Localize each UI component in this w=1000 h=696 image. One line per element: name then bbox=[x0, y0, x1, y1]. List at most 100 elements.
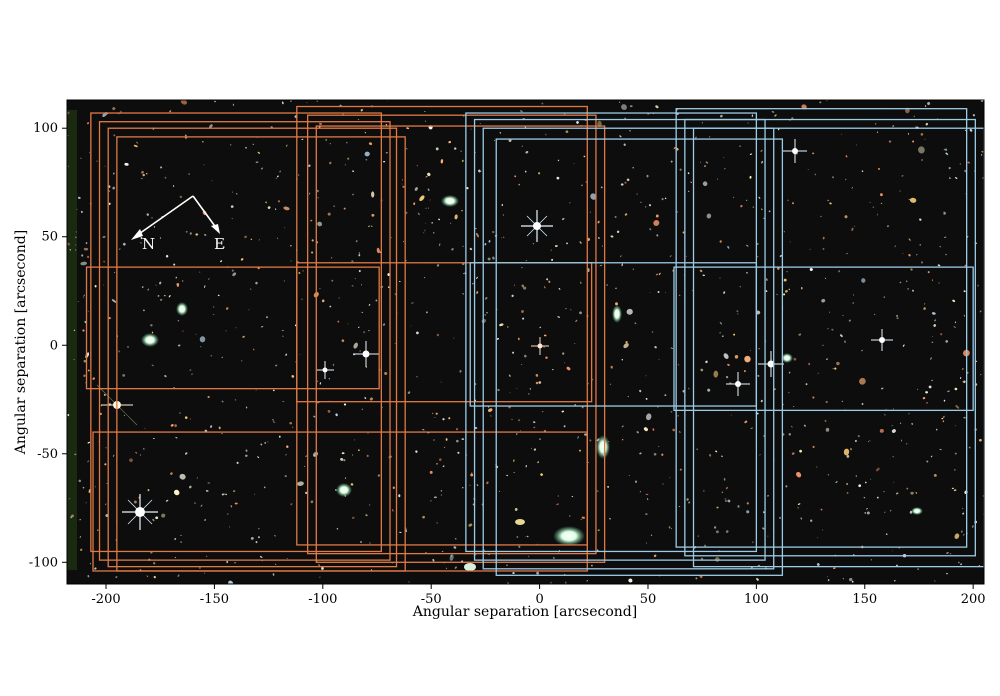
background-source bbox=[744, 355, 751, 363]
background-source bbox=[645, 398, 648, 400]
background-source bbox=[516, 388, 518, 389]
background-source bbox=[153, 562, 156, 565]
background-source bbox=[951, 487, 954, 489]
background-source bbox=[724, 500, 727, 502]
background-source bbox=[67, 414, 70, 417]
background-source bbox=[825, 427, 830, 432]
background-source bbox=[347, 157, 350, 160]
blue-footprint-rect bbox=[469, 262, 758, 407]
background-source bbox=[433, 496, 437, 499]
background-source bbox=[332, 363, 335, 367]
background-source bbox=[151, 217, 153, 219]
background-source bbox=[272, 421, 276, 423]
background-source bbox=[232, 191, 233, 193]
background-source bbox=[884, 511, 886, 513]
background-source bbox=[962, 512, 965, 515]
background-source bbox=[670, 411, 673, 413]
background-source bbox=[366, 454, 369, 457]
background-source bbox=[521, 145, 523, 147]
background-source bbox=[788, 392, 790, 394]
background-source bbox=[502, 236, 505, 238]
background-source bbox=[440, 159, 444, 164]
background-source bbox=[85, 242, 88, 245]
background-source bbox=[626, 308, 633, 315]
background-source bbox=[829, 202, 832, 205]
orange-footprint-rect bbox=[315, 125, 606, 563]
y-tick-label: 0 bbox=[50, 338, 58, 353]
background-source bbox=[930, 357, 932, 360]
background-source bbox=[250, 288, 252, 290]
background-source bbox=[111, 299, 117, 303]
background-source bbox=[196, 477, 198, 479]
background-source bbox=[422, 515, 425, 519]
background-source bbox=[212, 313, 215, 316]
background-source bbox=[672, 428, 676, 432]
background-source bbox=[737, 505, 740, 508]
background-source bbox=[805, 383, 808, 386]
background-source bbox=[274, 535, 276, 537]
background-source bbox=[824, 419, 827, 422]
background-source bbox=[439, 243, 441, 247]
background-source bbox=[783, 278, 787, 282]
background-source bbox=[189, 232, 192, 235]
background-source bbox=[949, 177, 951, 179]
background-source bbox=[849, 448, 853, 451]
background-source bbox=[896, 317, 899, 319]
background-source bbox=[284, 227, 286, 229]
background-source bbox=[705, 360, 708, 364]
background-source bbox=[792, 406, 795, 407]
background-source bbox=[429, 199, 431, 201]
background-source bbox=[487, 257, 491, 261]
background-source bbox=[658, 445, 660, 448]
background-source bbox=[626, 178, 630, 182]
blue-footprint-rect bbox=[482, 127, 775, 570]
background-source bbox=[892, 125, 895, 128]
background-source bbox=[895, 492, 899, 495]
bright-star bbox=[521, 210, 553, 242]
background-source bbox=[516, 536, 519, 538]
background-source bbox=[490, 415, 492, 417]
background-source bbox=[376, 247, 380, 254]
background-source bbox=[853, 294, 855, 296]
background-source bbox=[453, 147, 457, 150]
background-source bbox=[875, 467, 880, 472]
background-source bbox=[147, 288, 149, 291]
background-source bbox=[352, 193, 354, 196]
background-source bbox=[405, 148, 408, 150]
background-source bbox=[803, 424, 806, 427]
background-source bbox=[474, 383, 477, 385]
background-source bbox=[275, 177, 278, 179]
background-source bbox=[716, 506, 719, 509]
background-source bbox=[502, 214, 504, 216]
background-source bbox=[512, 572, 515, 575]
background-source bbox=[358, 270, 361, 273]
background-source bbox=[688, 501, 691, 504]
background-source bbox=[536, 571, 540, 575]
background-source bbox=[821, 298, 826, 303]
background-source bbox=[558, 287, 561, 290]
bright-star bbox=[871, 329, 893, 351]
background-source bbox=[702, 181, 708, 187]
background-source bbox=[537, 461, 540, 464]
background-source bbox=[645, 375, 647, 377]
background-source bbox=[102, 236, 106, 238]
background-source bbox=[75, 236, 77, 239]
background-source bbox=[706, 213, 712, 219]
background-source bbox=[427, 188, 430, 191]
north-label: N bbox=[142, 235, 155, 253]
background-source bbox=[436, 333, 440, 337]
background-source bbox=[916, 388, 919, 391]
background-source bbox=[812, 396, 815, 399]
background-source bbox=[285, 453, 287, 456]
background-source bbox=[368, 303, 371, 306]
background-source bbox=[713, 526, 717, 529]
background-source bbox=[912, 289, 914, 292]
background-source bbox=[579, 311, 582, 315]
background-source bbox=[424, 229, 426, 232]
background-source bbox=[943, 399, 946, 402]
background-source bbox=[649, 292, 651, 294]
background-source bbox=[876, 496, 879, 499]
background-source bbox=[931, 341, 934, 344]
background-source bbox=[751, 541, 754, 544]
background-source bbox=[382, 323, 386, 326]
